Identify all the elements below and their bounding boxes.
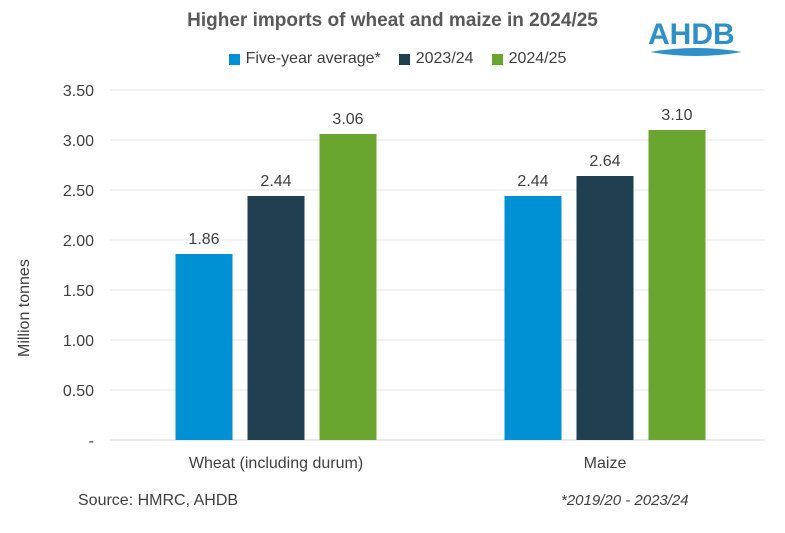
legend-swatch — [491, 53, 503, 65]
data-label: 2.44 — [517, 173, 548, 190]
legend-item-five-year-average: Five-year average* — [228, 50, 381, 68]
logo-text: AHDB — [648, 18, 735, 51]
y-tick-label: 2.50 — [63, 183, 94, 200]
bar — [319, 134, 377, 440]
legend-item-2024-25: 2024/25 — [491, 50, 567, 68]
bar — [648, 130, 706, 440]
x-category-label: Wheat (including durum) — [189, 455, 363, 472]
y-tick-label: 0.50 — [63, 383, 94, 400]
legend-swatch — [398, 53, 410, 65]
ahdb-logo: AHDB — [648, 18, 742, 56]
legend-label: 2024/25 — [508, 50, 567, 67]
footnote: *2019/20 - 2023/24 — [561, 492, 689, 509]
data-label: 3.06 — [332, 111, 363, 128]
bar — [576, 176, 634, 440]
y-tick-label: 3.00 — [63, 133, 94, 150]
legend-item-2023-24: 2023/24 — [398, 50, 474, 68]
legend-swatch — [228, 53, 240, 65]
source-note: Source: HMRC, AHDB — [78, 492, 239, 509]
y-tick-label: 1.00 — [63, 333, 94, 350]
bar — [247, 196, 305, 440]
logo-swoosh — [650, 48, 742, 56]
data-label: 2.44 — [260, 173, 291, 190]
data-label: 1.86 — [188, 231, 219, 248]
y-tick-label: - — [89, 433, 94, 450]
legend: Five-year average* 2023/24 2024/25 — [0, 50, 785, 68]
chart-title: Higher imports of wheat and maize in 202… — [187, 10, 598, 31]
data-label: 2.64 — [589, 153, 620, 170]
bar — [175, 254, 233, 440]
legend-label: Five-year average* — [245, 50, 381, 67]
legend-label: 2023/24 — [415, 50, 474, 67]
y-tick-label: 1.50 — [63, 283, 94, 300]
data-label: 3.10 — [661, 107, 692, 124]
y-tick-label: 3.50 — [63, 83, 94, 100]
x-category-label: Maize — [584, 455, 627, 472]
bar — [504, 196, 562, 440]
y-tick-label: 2.00 — [63, 233, 94, 250]
